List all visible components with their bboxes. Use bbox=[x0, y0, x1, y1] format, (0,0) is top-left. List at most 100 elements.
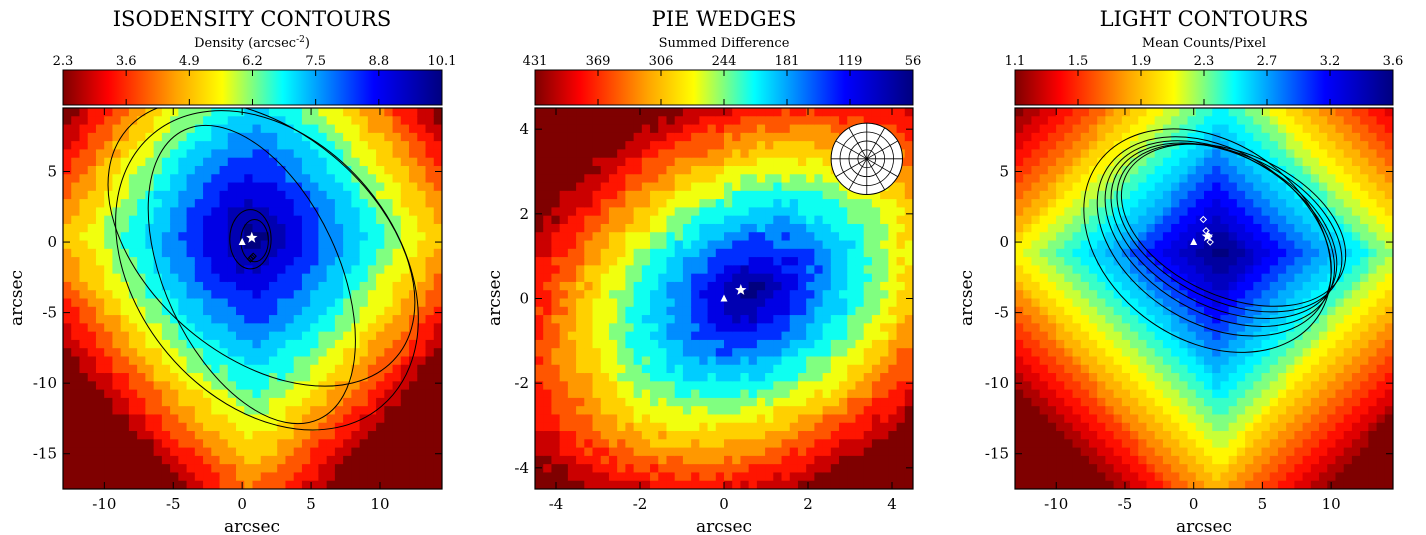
heatmap-cell bbox=[1064, 223, 1074, 233]
heatmap-cell bbox=[1023, 315, 1033, 324]
heatmap-cell bbox=[1105, 373, 1115, 382]
heatmap-cell bbox=[724, 116, 733, 126]
heatmap-cell bbox=[1047, 431, 1057, 440]
heatmap-cell bbox=[425, 439, 435, 449]
heatmap-cell bbox=[740, 439, 750, 449]
heatmap-cell bbox=[732, 165, 742, 175]
heatmap-cell bbox=[63, 157, 72, 167]
heatmap-cell bbox=[1015, 116, 1024, 126]
heatmap-cell bbox=[384, 356, 394, 366]
heatmap-cell bbox=[707, 248, 717, 258]
heatmap-cell bbox=[904, 364, 913, 374]
heatmap-cell bbox=[641, 281, 651, 291]
heatmap-cell bbox=[219, 431, 229, 440]
heatmap-cell bbox=[277, 265, 287, 275]
heatmap-cell bbox=[153, 223, 163, 233]
heatmap-cell bbox=[343, 339, 352, 349]
heatmap-cell bbox=[715, 472, 725, 482]
heatmap-cell bbox=[194, 182, 204, 192]
heatmap-cell bbox=[666, 273, 676, 283]
heatmap-cell bbox=[682, 464, 692, 474]
heatmap-cell bbox=[1023, 273, 1033, 283]
heatmap-cell bbox=[822, 157, 832, 167]
heatmap-cell bbox=[433, 165, 442, 175]
heatmap-cell bbox=[880, 190, 889, 200]
heatmap-cell bbox=[310, 182, 320, 192]
heatmap-cell bbox=[227, 315, 237, 324]
heatmap-cell bbox=[268, 132, 278, 142]
heatmap-cell bbox=[161, 149, 171, 159]
heatmap-cell bbox=[863, 331, 873, 341]
heatmap-cell bbox=[310, 223, 320, 233]
heatmap bbox=[63, 108, 442, 489]
heatmap-cell bbox=[244, 174, 254, 184]
heatmap-cell bbox=[409, 373, 418, 382]
heatmap-cell bbox=[715, 149, 725, 159]
heatmap-cell bbox=[732, 381, 742, 391]
heatmap-cell bbox=[334, 257, 344, 266]
heatmap-cell bbox=[219, 223, 229, 233]
heatmap-cell bbox=[789, 157, 799, 167]
heatmap-cell bbox=[1105, 116, 1115, 126]
heatmap-cell bbox=[433, 356, 442, 366]
heatmap-cell bbox=[880, 215, 889, 225]
heatmap-cell bbox=[1064, 215, 1074, 225]
heatmap-cell bbox=[871, 108, 881, 117]
heatmap-cell bbox=[896, 348, 906, 358]
heatmap-cell bbox=[326, 116, 336, 126]
heatmap-cell bbox=[1088, 132, 1098, 142]
heatmap-cell bbox=[227, 149, 237, 159]
heatmap-cell bbox=[830, 199, 840, 208]
heatmap-cell bbox=[830, 397, 840, 407]
heatmap-cell bbox=[417, 447, 427, 457]
heatmap-cell bbox=[559, 290, 569, 300]
heatmap-cell bbox=[839, 472, 848, 482]
heatmap-cell bbox=[707, 381, 717, 391]
heatmap-cell bbox=[682, 431, 692, 440]
heatmap-cell bbox=[715, 455, 725, 465]
heatmap-cell bbox=[1097, 298, 1106, 308]
heatmap-cell bbox=[1072, 182, 1082, 192]
heatmap-cell bbox=[740, 306, 750, 316]
heatmap-cell bbox=[112, 364, 122, 374]
heatmap-cell bbox=[244, 323, 254, 333]
heatmap-cell bbox=[95, 298, 105, 308]
heatmap-cell bbox=[567, 298, 577, 308]
heatmap-cell bbox=[888, 373, 898, 382]
heatmap-cell bbox=[576, 182, 585, 192]
heatmap-cell bbox=[194, 240, 204, 250]
heatmap-cell bbox=[896, 257, 906, 266]
heatmap-cell bbox=[543, 165, 553, 175]
heatmap-cell bbox=[617, 248, 626, 258]
heatmap-cell bbox=[617, 431, 626, 440]
heatmap-cell bbox=[425, 199, 435, 208]
heatmap-cell bbox=[592, 431, 602, 440]
heatmap-cell bbox=[1047, 373, 1057, 382]
heatmap-cell bbox=[104, 199, 114, 208]
heatmap-cell bbox=[1047, 381, 1057, 391]
heatmap-cell bbox=[285, 455, 295, 465]
heatmap-cell bbox=[120, 207, 130, 217]
heatmap-cell bbox=[797, 406, 807, 416]
heatmap-cell bbox=[63, 298, 72, 308]
heatmap-cell bbox=[367, 348, 377, 358]
heatmap-cell bbox=[310, 455, 320, 465]
heatmap-cell bbox=[691, 306, 700, 316]
heatmap-cell bbox=[781, 248, 791, 258]
heatmap-cell bbox=[765, 339, 774, 349]
heatmap-cell bbox=[715, 422, 725, 432]
heatmap-cell bbox=[559, 447, 569, 457]
heatmap-cell bbox=[740, 124, 750, 134]
heatmap-cell bbox=[904, 389, 913, 399]
heatmap-cell bbox=[1015, 439, 1024, 449]
heatmap-cell bbox=[880, 265, 889, 275]
heatmap-cell bbox=[252, 281, 262, 291]
heatmap-cell bbox=[376, 240, 385, 250]
heatmap-cell bbox=[1056, 132, 1065, 142]
heatmap-cell bbox=[748, 414, 758, 424]
heatmap-cell bbox=[863, 207, 873, 217]
heatmap-cell bbox=[559, 165, 569, 175]
heatmap-cell bbox=[433, 331, 442, 341]
heatmap-cell bbox=[608, 356, 618, 366]
y-tick-label: 4 bbox=[519, 120, 529, 138]
